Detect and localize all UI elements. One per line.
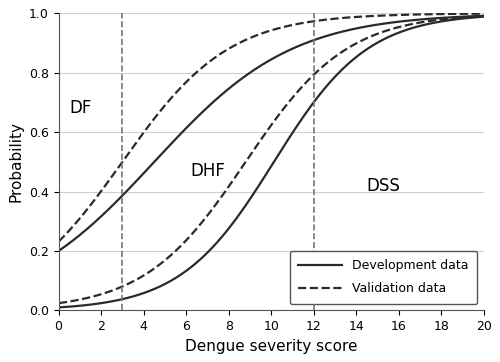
X-axis label: Dengue severity score: Dengue severity score — [185, 339, 358, 354]
Development data — [303, 111, 309, 115]
Text: DF: DF — [69, 100, 92, 117]
Validation data — [66, 299, 71, 304]
Line: Validation data: Validation data — [59, 16, 484, 303]
Validation data — [242, 161, 248, 165]
Development data — [354, 54, 360, 58]
Development data — [56, 305, 62, 310]
Text: DHF: DHF — [190, 162, 226, 180]
Validation data — [354, 41, 360, 45]
Development data — [242, 205, 248, 209]
Development data — [480, 14, 486, 19]
Text: DSS: DSS — [367, 177, 400, 195]
Validation data — [384, 29, 390, 33]
Validation data — [480, 14, 486, 18]
Legend: Development data, Validation data: Development data, Validation data — [290, 251, 478, 304]
Line: Development data: Development data — [59, 17, 484, 307]
Development data — [340, 67, 346, 71]
Validation data — [56, 301, 62, 305]
Development data — [66, 304, 71, 309]
Validation data — [340, 49, 346, 53]
Development data — [384, 36, 390, 40]
Validation data — [303, 80, 309, 85]
Y-axis label: Probability: Probability — [8, 121, 24, 202]
